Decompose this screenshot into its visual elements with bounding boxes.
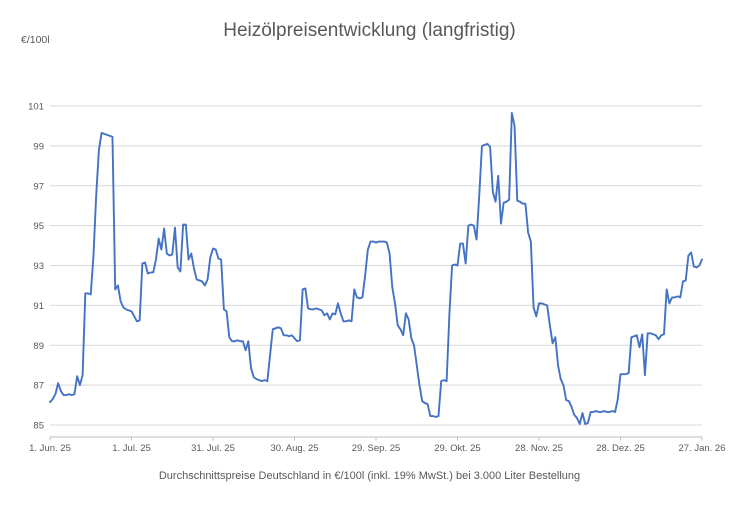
y-tick-label-97: 97 (33, 181, 44, 192)
y-axis-unit-label: €/100l (21, 34, 50, 46)
y-tick-label-89: 89 (33, 341, 44, 352)
chart-title: Heizölpreisentwicklung (langfristig) (223, 20, 516, 41)
x-tick-label: 1. Jun. 25 (29, 443, 71, 454)
chart-footnote: Durchschnittspreise Deutschland in €/100… (158, 470, 581, 482)
x-tick-label: 28. Dez. 25 (596, 443, 645, 454)
x-tick-label: 1. Jul. 25 (112, 443, 151, 454)
y-tick-label-85: 85 (33, 421, 44, 432)
y-tick-label-99: 99 (33, 141, 44, 152)
x-tick-label: 28. Nov. 25 (515, 443, 563, 454)
price-line (49, 112, 703, 425)
x-tick-label: 30. Aug. 25 (270, 443, 318, 454)
y-tick-label-101: 101 (28, 102, 44, 113)
y-tick-label-87: 87 (33, 381, 44, 392)
x-tick-label: 29. Sep. 25 (352, 443, 401, 454)
x-tick-label: 31. Jul. 25 (191, 443, 235, 454)
y-tick-label-91: 91 (33, 301, 44, 312)
x-tick-label: 27. Jan. 26 (678, 443, 725, 454)
x-tick-label: 29. Okt. 25 (434, 443, 480, 454)
y-tick-label-93: 93 (33, 261, 44, 272)
y-tick-label-95: 95 (33, 221, 44, 232)
